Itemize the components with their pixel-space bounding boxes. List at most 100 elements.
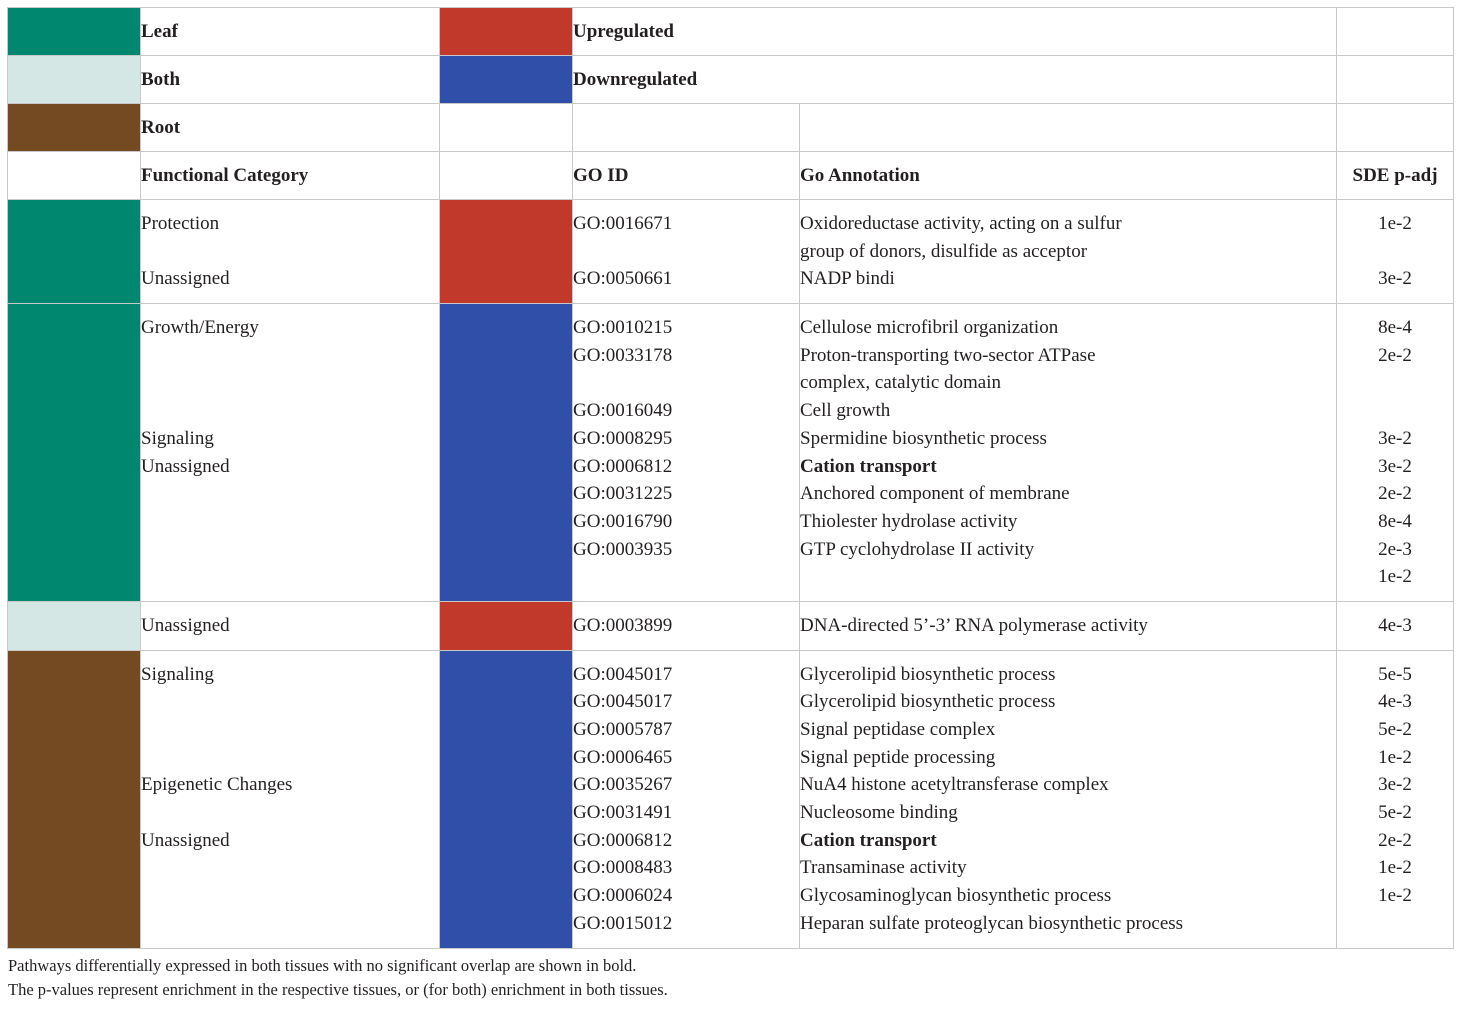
category-line — [141, 342, 439, 370]
go-id: GO:0006024 — [573, 885, 673, 907]
empty-cell — [798, 103, 1338, 152]
annotation: Anchored component of membrane — [800, 483, 1070, 505]
padj-value: 2e-2 — [1378, 344, 1412, 366]
upregulated-swatch — [439, 7, 573, 56]
both-legend-label: Both — [140, 55, 440, 104]
padj-value: 5e-2 — [1378, 802, 1412, 824]
category-line — [141, 563, 439, 591]
both-swatch — [7, 55, 141, 104]
annotation: NADP bindi — [800, 268, 895, 290]
go-id: GO:0015012 — [573, 912, 673, 934]
padj-value: 1e-2 — [1378, 746, 1412, 768]
padj-value: 8e-4 — [1378, 317, 1412, 339]
padj-value: 1e-2 — [1378, 566, 1412, 588]
padj-value: 3e-2 — [1378, 774, 1412, 796]
empty-cell — [1336, 103, 1455, 152]
padj-cell: 4e-3 — [1336, 600, 1455, 651]
annotation-bold: Cation transport — [800, 455, 937, 477]
group-leaf-downregulated: Growth/Energy Signaling Unassigned GO:00… — [7, 303, 1455, 602]
category-line — [141, 536, 439, 564]
annotation: Glycosaminoglycan biosynthetic process — [800, 885, 1112, 907]
category-line — [141, 238, 439, 266]
annotation: Glycerolipid biosynthetic process — [800, 691, 1056, 713]
go-id: GO:0050661 — [573, 268, 673, 290]
go-id: GO:0006812 — [573, 829, 673, 851]
padj-value: 8e-4 — [1378, 510, 1412, 532]
category-cell: Unassigned — [140, 600, 440, 651]
go-id-cell: GO:0016671 GO:0050661 — [572, 198, 800, 305]
go-id — [573, 563, 799, 591]
go-id: GO:0003935 — [573, 538, 673, 560]
category-line — [141, 508, 439, 536]
go-id: GO:0031225 — [573, 483, 673, 505]
downregulated-legend-label: Downregulated — [571, 55, 1338, 104]
padj-value: 2e-2 — [1378, 829, 1412, 851]
header-functional-category: Functional Category — [140, 151, 440, 200]
category-line: Unassigned — [141, 829, 230, 851]
padj-value — [1337, 238, 1453, 266]
category-line: Unassigned — [141, 455, 230, 477]
padj-value: 2e-3 — [1378, 538, 1412, 560]
annotation: GTP cyclohydrolase II activity — [800, 538, 1035, 560]
footnote: The p-values represent enrichment in the… — [8, 980, 668, 999]
go-id: GO:0016049 — [573, 400, 673, 422]
leaf-swatch — [7, 7, 141, 56]
annotation: Glycerolipid biosynthetic process — [800, 663, 1056, 685]
regulation-swatch-up — [439, 198, 573, 305]
regulation-swatch-down — [439, 649, 573, 949]
legend-row-both: Both Downregulated — [7, 55, 1455, 104]
category-line — [141, 799, 439, 827]
group-root-downregulated: Signaling Epigenetic Changes Unassigned … — [7, 649, 1455, 949]
empty-cell — [1336, 7, 1455, 56]
group-both-upregulated: Unassigned GO:0003899 DNA-directed 5’-3’… — [7, 600, 1455, 651]
header-go-id: GO ID — [572, 151, 800, 200]
padj-value: 1e-2 — [1378, 885, 1412, 907]
category-line: Unassigned — [141, 614, 230, 636]
empty-cell — [7, 151, 141, 200]
annotation-bold: Cation transport — [800, 829, 937, 851]
category-line — [141, 369, 439, 397]
annotation: Proton-transporting two-sector ATPase — [800, 344, 1096, 366]
go-id: GO:0006812 — [573, 455, 673, 477]
category-line — [141, 744, 439, 772]
padj-value — [1337, 369, 1453, 397]
padj-value: 3e-2 — [1378, 455, 1412, 477]
upregulated-legend-label: Upregulated — [571, 7, 1338, 56]
annotation: Spermidine biosynthetic process — [800, 427, 1047, 449]
regulation-swatch-up — [439, 600, 573, 651]
category-line — [141, 716, 439, 744]
category-line — [141, 397, 439, 425]
group-leaf-upregulated: Protection Unassigned GO:0016671 GO:0050… — [7, 198, 1455, 305]
go-id: GO:0008483 — [573, 857, 673, 879]
annotation: Transaminase activity — [800, 857, 967, 879]
padj-value: 1e-2 — [1378, 857, 1412, 879]
root-legend-label: Root — [140, 103, 440, 152]
go-id — [573, 238, 799, 266]
padj-value: 3e-2 — [1378, 427, 1412, 449]
downregulated-swatch — [439, 55, 573, 104]
category-line — [141, 480, 439, 508]
category-cell: Growth/Energy Signaling Unassigned — [140, 303, 440, 602]
annotation: group of donors, disulfide as acceptor — [800, 240, 1088, 262]
annotation — [800, 563, 1336, 591]
tissue-swatch-leaf — [7, 198, 141, 305]
annotation: Signal peptidase complex — [800, 719, 996, 740]
annotation: complex, catalytic domain — [800, 372, 1002, 394]
padj-cell: 8e-4 2e-2 3e-2 3e-2 2e-2 8e-4 2e-3 1e-2 — [1336, 303, 1455, 602]
category-cell: Signaling Epigenetic Changes Unassigned — [140, 649, 440, 949]
annotation-cell: Glycerolipid biosynthetic process Glycer… — [798, 649, 1338, 949]
padj-cell: 1e-2 3e-2 — [1336, 198, 1455, 305]
header-sde-padj: SDE p-adj — [1336, 151, 1455, 200]
padj-value: 5e-5 — [1378, 663, 1412, 685]
tissue-swatch-leaf — [7, 303, 141, 602]
header-go-annotation: Go Annotation — [798, 151, 1338, 200]
go-id: GO:0010215 — [573, 317, 673, 339]
padj-value — [1337, 397, 1453, 425]
category-line — [141, 688, 439, 716]
regulation-swatch-down — [439, 303, 573, 602]
column-header-row: Functional Category GO ID Go Annotation … — [7, 151, 1455, 200]
annotation: Cellulose microfibril organization — [800, 317, 1059, 339]
go-id: GO:0006465 — [573, 746, 673, 768]
go-id: GO:0005787 — [573, 719, 673, 740]
go-id: GO:0008295 — [573, 427, 673, 449]
